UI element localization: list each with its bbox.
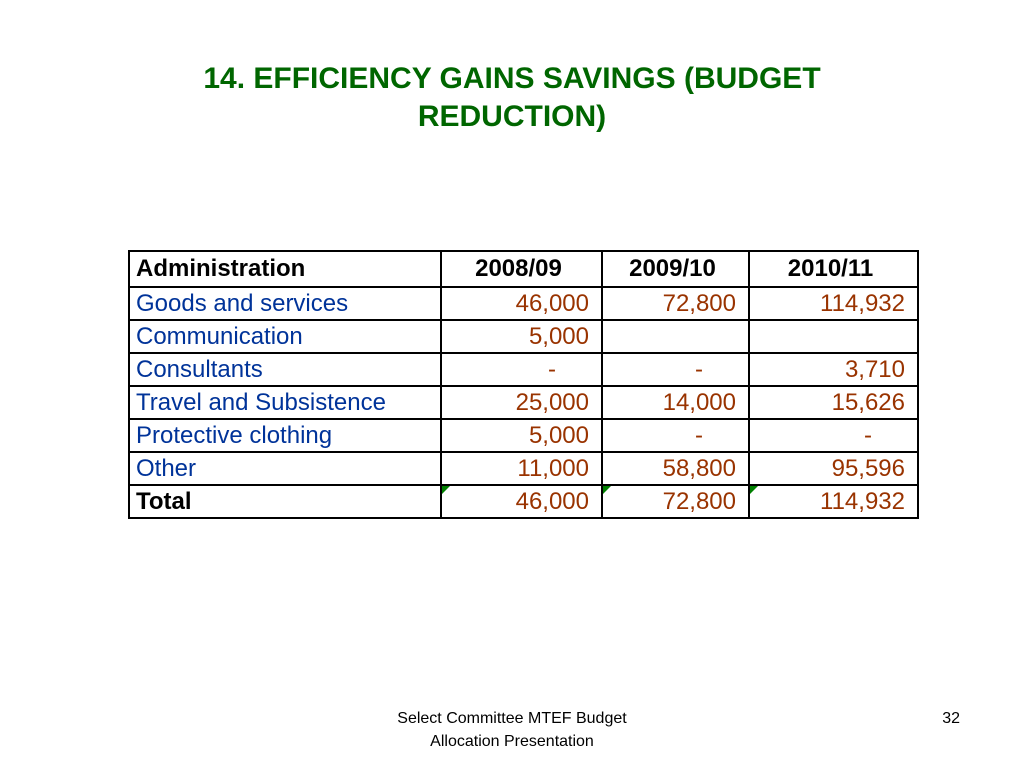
row-label: Other <box>128 451 442 486</box>
cell-2010-11: 114,932 <box>748 286 919 321</box>
error-indicator-marker <box>442 486 450 494</box>
table-row: Other 11,000 58,800 95,596 <box>128 451 919 486</box>
total-2009-10-value: 72,800 <box>662 487 736 515</box>
header-administration: Administration <box>128 250 442 288</box>
footer-line-1: Select Committee MTEF Budget <box>397 710 627 727</box>
footer-line-2: Allocation Presentation <box>430 733 594 750</box>
total-row: Total 46,000 72,800 114,932 <box>128 484 919 519</box>
error-indicator-marker <box>603 486 611 494</box>
header-year-2009-10: 2009/10 <box>601 250 750 288</box>
total-label: Total <box>128 484 442 519</box>
total-2009-10: 72,800 <box>601 484 750 519</box>
cell-2009-10: - <box>601 418 750 453</box>
cell-2010-11: 95,596 <box>748 451 919 486</box>
slide-title-line-2: REDUCTION) <box>417 100 607 133</box>
total-2010-11-value: 114,932 <box>820 487 905 515</box>
total-2010-11: 114,932 <box>748 484 919 519</box>
slide-title: 14. EFFICIENCY GAINS SAVINGS (BUDGET RED… <box>112 60 912 136</box>
cell-2009-10: - <box>601 352 750 387</box>
row-label: Protective clothing <box>128 418 442 453</box>
cell-2008-09: 11,000 <box>440 451 603 486</box>
cell-2008-09: 46,000 <box>440 286 603 321</box>
total-2008-09: 46,000 <box>440 484 603 519</box>
page-number: 32 <box>942 710 960 727</box>
cell-2008-09: - <box>440 352 603 387</box>
cell-2009-10 <box>601 319 750 354</box>
table-row: Travel and Subsistence 25,000 14,000 15,… <box>128 385 919 420</box>
table-row: Goods and services 46,000 72,800 114,932 <box>128 286 919 321</box>
cell-2009-10: 14,000 <box>601 385 750 420</box>
row-label: Communication <box>128 319 442 354</box>
table-row: Protective clothing 5,000 - - <box>128 418 919 453</box>
header-year-2010-11: 2010/11 <box>748 250 919 288</box>
row-label: Goods and services <box>128 286 442 321</box>
cell-2009-10: 58,800 <box>601 451 750 486</box>
error-indicator-marker <box>750 486 758 494</box>
row-label: Consultants <box>128 352 442 387</box>
total-2008-09-value: 46,000 <box>515 487 589 515</box>
cell-2010-11: 3,710 <box>748 352 919 387</box>
cell-2009-10: 72,800 <box>601 286 750 321</box>
header-year-2008-09: 2008/09 <box>440 250 603 288</box>
cell-2008-09: 25,000 <box>440 385 603 420</box>
slide-title-line-1: 14. EFFICIENCY GAINS SAVINGS (BUDGET <box>203 62 821 95</box>
budget-table: Administration 2008/09 2009/10 2010/11 G… <box>128 250 919 519</box>
table-header-row: Administration 2008/09 2009/10 2010/11 <box>128 250 919 288</box>
slide-footer: Select Committee MTEF Budget Allocation … <box>312 707 712 753</box>
table-row: Consultants - - 3,710 <box>128 352 919 387</box>
cell-2010-11: 15,626 <box>748 385 919 420</box>
row-label: Travel and Subsistence <box>128 385 442 420</box>
cell-2010-11: - <box>748 418 919 453</box>
table-row: Communication 5,000 <box>128 319 919 354</box>
cell-2010-11 <box>748 319 919 354</box>
cell-2008-09: 5,000 <box>440 319 603 354</box>
cell-2008-09: 5,000 <box>440 418 603 453</box>
